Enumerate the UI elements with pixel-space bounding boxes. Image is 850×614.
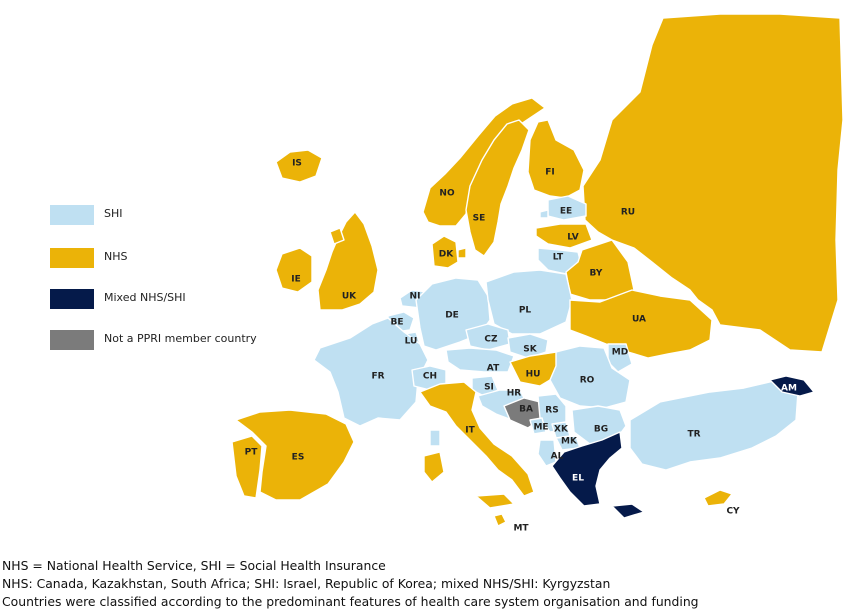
country-label-sk: SK (523, 345, 537, 355)
country-label-ru: RU (621, 208, 635, 218)
europe-map: IS NO SE FI RU EE LV LT BY DK IE UK NI BE LU DE PL UA CZ SK… (231, 13, 844, 534)
island-it-1 (423, 451, 445, 483)
country-sk (507, 333, 549, 359)
legend-swatch-nonmember (50, 330, 94, 350)
legend-label-shi: SHI (104, 207, 123, 220)
country-label-ua: UA (632, 315, 646, 325)
country-label-es: ES (292, 453, 305, 463)
island-it-2 (475, 493, 515, 509)
footnote-classification: Countries were classified according to t… (2, 594, 699, 609)
legend-label-mixed: Mixed NHS/SHI (104, 291, 186, 304)
island-ee-5 (539, 209, 549, 219)
country-label-by: BY (590, 269, 603, 279)
country-label-dk: DK (439, 250, 454, 260)
legend-label-nonmember: Not a PPRI member country (104, 332, 257, 345)
country-am (769, 375, 815, 397)
country-label-ee: EE (560, 207, 572, 217)
country-label-si: SI (484, 383, 494, 393)
country-label-ni: NI (410, 292, 421, 302)
country-label-me: ME (533, 423, 548, 433)
country-tr (629, 379, 799, 471)
legend-label-nhs: NHS (104, 250, 128, 263)
country-al (537, 439, 557, 467)
island-el-4 (611, 503, 645, 519)
country-label-am: AM (781, 384, 797, 394)
country-ru (582, 13, 844, 353)
legend-swatch-nhs (50, 248, 94, 268)
footnotes: NHS = National Health Service, SHI = Soc… (2, 557, 699, 611)
country-at (445, 347, 515, 373)
country-label-at: AT (487, 364, 500, 374)
country-se (465, 119, 530, 257)
country-label-xk: XK (554, 425, 569, 435)
country-is (275, 149, 323, 183)
country-label-it: IT (465, 426, 475, 436)
island-dk-6 (457, 247, 467, 259)
country-fi (527, 119, 585, 199)
country-label-lv: LV (567, 233, 578, 243)
country-mt (493, 513, 507, 527)
island-fr-3 (429, 429, 441, 447)
country-label-el: EL (572, 474, 584, 484)
country-label-mt: MT (513, 524, 529, 534)
country-label-ch: CH (423, 372, 437, 382)
country-label-be: BE (390, 318, 403, 328)
country-label-fr: FR (371, 372, 384, 382)
country-ro (549, 345, 631, 409)
country-label-se: SE (473, 214, 486, 224)
country-label-lt: LT (553, 253, 564, 263)
country-pt (231, 435, 263, 499)
country-label-ba: BA (519, 405, 533, 415)
country-fr (313, 317, 429, 427)
island-uk-0 (329, 227, 345, 245)
country-uk (317, 211, 379, 311)
country-label-tr: TR (687, 430, 700, 440)
country-label-hr: HR (507, 389, 522, 399)
country-el (551, 431, 623, 507)
country-label-is: IS (292, 159, 302, 169)
country-me (529, 417, 547, 435)
country-ie (275, 247, 313, 293)
country-label-lu: LU (405, 337, 418, 347)
country-label-ie: IE (291, 275, 301, 285)
country-label-no: NO (439, 189, 455, 199)
country-label-de: DE (445, 311, 459, 321)
country-it (419, 381, 535, 497)
legend-swatch-mixed (50, 289, 94, 309)
country-label-bg: BG (594, 425, 608, 435)
country-lv (535, 223, 593, 249)
country-label-fi: FI (545, 168, 555, 178)
country-label-pl: PL (519, 306, 532, 316)
country-label-al: AL (551, 452, 564, 462)
country-label-pt: PT (245, 448, 259, 458)
country-label-hu: HU (526, 370, 541, 380)
country-dk (431, 235, 459, 269)
country-label-uk: UK (342, 292, 357, 302)
country-by (565, 239, 635, 301)
country-label-mk: MK (561, 437, 578, 447)
legend-swatch-shi (50, 205, 94, 225)
country-pl (485, 269, 573, 335)
country-label-cz: CZ (484, 335, 498, 345)
country-label-cy: CY (726, 507, 740, 517)
footnote-abbreviations: NHS = National Health Service, SHI = Soc… (2, 558, 386, 573)
country-ua (569, 289, 713, 359)
country-cy (703, 489, 733, 507)
footnote-other-countries: NHS: Canada, Kazakhstan, South Africa; S… (2, 576, 611, 591)
country-label-rs: RS (545, 406, 558, 416)
country-label-md: MD (612, 348, 628, 358)
country-es (235, 409, 355, 501)
country-label-ro: RO (580, 376, 595, 386)
